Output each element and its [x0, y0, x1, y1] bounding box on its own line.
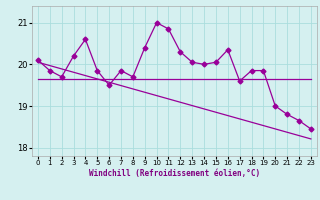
X-axis label: Windchill (Refroidissement éolien,°C): Windchill (Refroidissement éolien,°C)	[89, 169, 260, 178]
